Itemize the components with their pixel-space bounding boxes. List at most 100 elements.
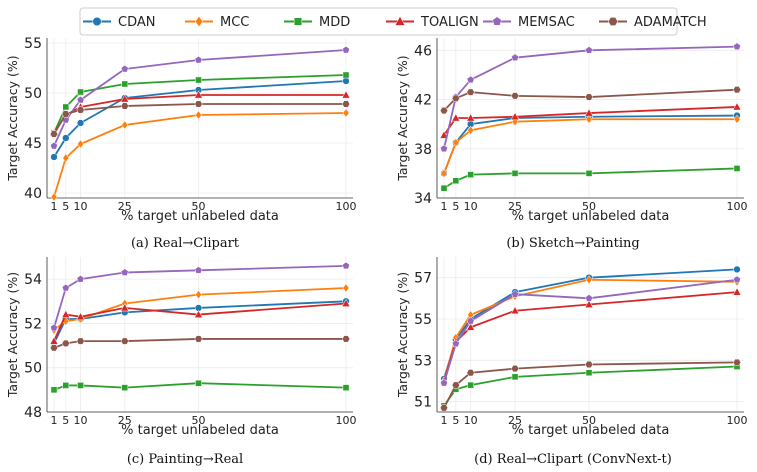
data-point [341,90,351,99]
data-point [194,55,203,64]
data-point [467,171,474,178]
y-axis-title: Target Accuracy (%) [5,272,20,398]
series-line [53,302,347,342]
data-point [585,369,593,377]
x-tick-label: 100 [727,200,748,213]
data-point [49,336,59,345]
y-tick-label: 48 [24,405,42,421]
data-point [121,80,129,88]
legend: CDAN MCC MDD TOALIGN MEMSAC ADAMATCH [79,7,707,36]
data-point [76,95,85,104]
data-point [511,53,519,61]
x-tick-label: 50 [192,200,206,213]
data-point [466,113,475,122]
legend-entry-adamatch: ADAMATCH [599,15,707,30]
data-point [584,93,594,101]
data-point [62,103,70,111]
panel-b: 1 5 10 25 50 100 34 38 42 46 % target unlabeled da… [395,38,748,251]
y-axis-title: Target Accuracy (%) [5,55,20,181]
x-tick-label: 50 [582,200,596,213]
panel-a: 1 5 10 25 50 100 40 45 50 55 % target unlabeled da… [5,36,357,251]
data-point [120,268,129,276]
y-axis-title: Target Accuracy (%) [395,55,410,181]
data-point [451,113,461,122]
caption-a: (a) Real→Clipart [131,236,240,251]
data-point [511,373,519,381]
data-point [733,265,741,274]
data-point [62,134,70,142]
legend-marker [92,16,102,27]
series-line [53,112,347,198]
legend-marker [492,16,502,26]
y-tick-label: 50 [24,86,42,102]
data-point [120,337,129,345]
x-tick-label: 50 [582,414,596,427]
legend-marker [194,15,204,28]
x-tick-label: 25 [118,414,132,427]
data-point [342,71,350,79]
x-tick-label: 1 [51,414,58,427]
data-point [451,381,460,389]
x-tick-label: 25 [508,200,522,213]
x-tick-label: 10 [464,414,478,427]
y-tick-label: 38 [414,142,432,158]
data-point [76,275,85,283]
series-line [443,361,738,409]
plot-area [47,257,353,412]
y-tick-label: 42 [414,93,432,109]
data-point [61,283,70,292]
legend-label: MEMSAC [518,15,575,30]
data-point [466,316,475,325]
x-tick-label: 5 [62,414,69,427]
y-tick-label: 54 [24,272,42,288]
data-point [195,379,202,387]
data-point [76,119,85,127]
series-toalign [49,298,351,345]
data-point [732,102,742,111]
series-adamatch [439,86,742,115]
legend-entry-mdd: MDD [284,15,350,30]
data-point [62,153,70,163]
data-point [451,94,460,102]
x-tick-label: 25 [508,414,522,427]
data-point [194,90,203,99]
data-point [511,290,519,298]
data-point [194,100,203,108]
series-line [53,80,347,158]
data-point [120,303,130,312]
data-point [585,170,593,177]
legend-entry-cdan: CDAN [83,15,155,30]
x-tick-label: 100 [336,414,357,427]
data-point [76,106,85,114]
data-point [466,322,475,331]
data-point [50,141,58,150]
x-tick-label: 1 [441,200,448,213]
data-point [584,108,594,117]
y-tick-label: 40 [24,186,42,202]
x-tick-label: 25 [118,200,132,213]
data-point [77,88,84,96]
series-line [443,45,738,149]
legend-marker [607,17,619,26]
panel-d: 1 5 10 25 50 100 51 53 55 57 % target unlabeled da… [395,257,748,467]
x-tick-label: 5 [452,200,459,213]
data-point [440,184,448,192]
y-tick-label: 50 [24,361,42,377]
data-point [50,323,58,332]
data-point [510,306,520,315]
data-point [194,266,203,274]
legend-label: CDAN [118,15,155,30]
data-point [585,294,593,302]
y-tick-label: 45 [24,136,42,152]
data-point [62,382,70,389]
series-memsac [50,261,350,332]
data-point [585,114,593,124]
data-point [195,290,202,300]
series-mcc [50,108,350,202]
legend-marker [293,17,303,26]
data-point [467,125,475,135]
caption-b: (b) Sketch→Painting [506,236,639,251]
data-point [194,335,203,343]
series-line [443,118,737,174]
